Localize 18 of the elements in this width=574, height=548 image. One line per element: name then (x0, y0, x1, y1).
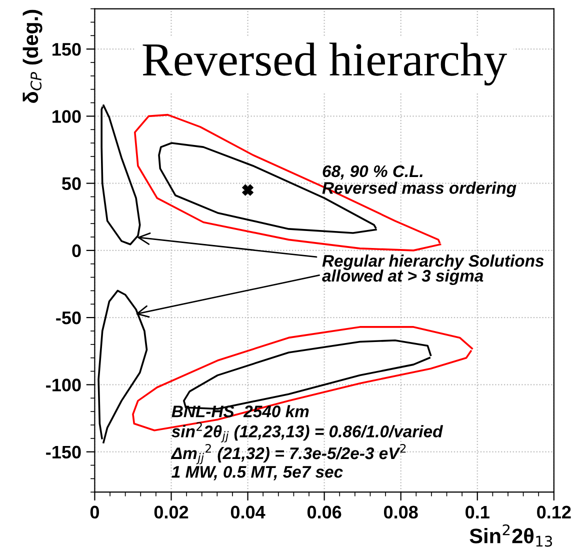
x-tick-label: 0.06 (307, 506, 342, 519)
y-tick-label: -150 (46, 446, 81, 459)
y-tick-label: -100 (46, 378, 81, 392)
y-tick-label: -50 (56, 312, 81, 324)
x-tick-label: 0.02 (154, 506, 188, 519)
x-tick-label: 0.1 (466, 506, 490, 519)
text: Reversed hierarchy (142, 42, 508, 86)
y-tick-label: 150 (52, 42, 81, 56)
annotation: Regular hierarchy Solutions allowed at > 3 sigma (322, 254, 544, 286)
y-tick-label: 0 (72, 244, 81, 258)
x-tick-label: 0 (90, 506, 99, 519)
y-tick-label: 100 (52, 110, 81, 123)
x-tick-label: 0.04 (230, 506, 266, 519)
y-tick-label: 50 (62, 177, 81, 190)
x-tick-label: 0.08 (384, 506, 418, 519)
y-axis-title: δ$_{CP}$ (deg.) (22, 10, 42, 103)
x-axis-title: Sin$^{2}$2θ$_{13}$ (470, 524, 552, 547)
x-tick-label: 0.12 (537, 506, 571, 519)
